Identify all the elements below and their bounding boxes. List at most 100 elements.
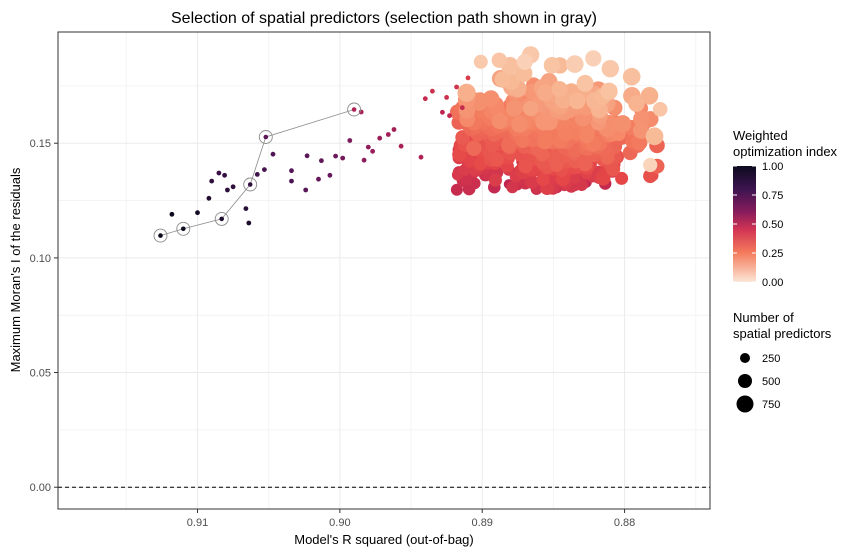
size-legend-dot-500: [738, 374, 752, 388]
cloud-point: [576, 74, 594, 92]
data-point: [303, 187, 309, 193]
data-point: [418, 154, 424, 160]
x-tick-label: 0.88: [614, 517, 635, 529]
cloud-point: [652, 102, 668, 117]
selection-path-ring: [258, 130, 273, 144]
data-point: [206, 195, 212, 201]
selection-path-point: [351, 107, 357, 112]
size-legend-label-250: 250: [762, 353, 780, 365]
cloud-point: [568, 92, 586, 110]
data-point: [391, 127, 397, 132]
selection-path-line: [160, 109, 355, 236]
selection-path-layer: [153, 102, 362, 243]
cloud-point: [450, 183, 463, 196]
cloud-point: [541, 113, 558, 131]
selection-path-ring: [214, 211, 229, 226]
cloud-point: [622, 67, 641, 86]
y-tick-label: 0.00: [30, 482, 51, 494]
data-point: [209, 178, 215, 184]
selection-path-point: [247, 182, 253, 187]
cloud-point: [501, 137, 517, 154]
cloud-point: [489, 152, 505, 167]
cloud-point: [643, 157, 658, 173]
size-legend-title-line1: Number of: [733, 310, 794, 325]
data-point: [465, 75, 471, 81]
cloud-point: [506, 181, 519, 194]
data-point: [340, 155, 346, 161]
size-legend-label-500: 500: [762, 376, 780, 388]
cloud-point: [549, 158, 564, 172]
selection-path-ring: [153, 228, 168, 243]
data-point: [262, 167, 267, 173]
cloud-point: [537, 84, 554, 102]
selection-path-point: [263, 134, 269, 140]
data-point: [447, 113, 452, 119]
cloud-point: [537, 133, 553, 150]
x-axis-ticks: 0.91 0.90 0.89 0.88: [187, 509, 635, 529]
data-point: [270, 151, 276, 157]
color-bar-label: 0.50: [762, 219, 783, 231]
cloud-point: [518, 159, 533, 174]
cloud-point: [628, 95, 645, 112]
data-point: [246, 220, 252, 226]
cloud-point: [633, 122, 650, 139]
color-bar-ticks: 1.00 0.75 0.50 0.25 0.00: [733, 161, 783, 289]
data-point: [195, 210, 200, 216]
cloud-point: [640, 87, 659, 105]
chart-title: Selection of spatial predictors (selecti…: [171, 10, 597, 27]
data-point: [254, 172, 260, 177]
y-tick-label: 0.15: [30, 138, 51, 150]
points-layer: [169, 46, 668, 226]
color-legend: Weighted optimization index 1.00 0.75 0.50…: [733, 128, 838, 289]
data-point: [289, 168, 294, 174]
data-point: [169, 211, 175, 217]
cloud-point: [596, 171, 611, 186]
data-point: [222, 172, 228, 178]
data-point: [444, 95, 449, 100]
data-point: [430, 88, 435, 94]
x-tick-label: 0.90: [329, 517, 350, 529]
selection-path-ring: [243, 177, 258, 192]
size-legend-title-line2: spatial predictors: [733, 326, 832, 341]
data-point: [347, 138, 353, 143]
cloud-point: [526, 175, 540, 189]
cloud-point: [523, 100, 539, 117]
cloud-point: [491, 113, 508, 129]
data-point: [225, 187, 230, 193]
cloud-point: [516, 53, 533, 70]
color-bar-label: 0.75: [762, 190, 783, 202]
color-legend-title-line2: optimization index: [733, 144, 838, 159]
data-point: [358, 109, 364, 115]
cloud-point: [615, 171, 629, 185]
cloud-point: [473, 54, 488, 69]
cloud-point: [491, 52, 507, 68]
cloud-point: [633, 110, 650, 128]
cloud-point: [494, 71, 511, 88]
data-point: [370, 148, 375, 154]
selection-path-point: [181, 226, 186, 232]
selection-path-point: [219, 216, 224, 222]
cloud-point: [462, 153, 478, 168]
cloud-point: [543, 57, 561, 74]
data-point: [459, 105, 465, 111]
cloud-point: [511, 115, 528, 133]
data-point: [440, 109, 445, 115]
cloud-point: [566, 55, 584, 73]
selection-path-ring: [347, 102, 362, 117]
size-legend-dot-250: [740, 353, 750, 363]
cloud-point: [613, 115, 632, 133]
cloud-point: [466, 140, 482, 156]
data-point: [333, 153, 338, 159]
size-legend: Number of spatial predictors 250 500 750: [733, 310, 832, 413]
cloud-point: [536, 173, 550, 187]
cloud-point: [600, 82, 618, 101]
color-bar-label: 0.00: [762, 277, 783, 289]
cloud-point: [579, 128, 595, 144]
size-legend-label-750: 750: [762, 399, 780, 411]
data-point: [243, 206, 249, 212]
color-bar-label: 1.00: [762, 161, 783, 173]
data-point: [304, 153, 310, 159]
data-point: [327, 172, 333, 178]
cloud-point: [489, 173, 502, 187]
